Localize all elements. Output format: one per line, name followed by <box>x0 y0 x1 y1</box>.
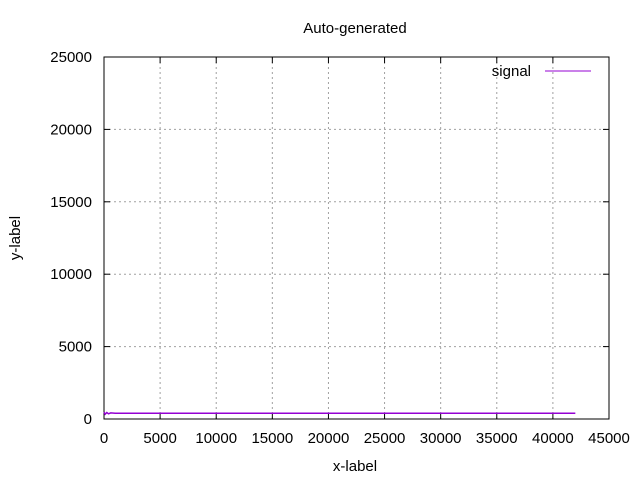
y-tick-label: 20000 <box>50 121 92 138</box>
axis-ticks <box>103 56 610 420</box>
chart-title: Auto-generated <box>303 20 406 37</box>
x-tick-label: 20000 <box>308 430 350 447</box>
x-tick-label: 10000 <box>195 430 237 447</box>
x-tick-label: 45000 <box>588 430 630 447</box>
grid-lines <box>104 57 609 419</box>
x-tick-label: 5000 <box>143 430 176 447</box>
series-layer <box>103 411 576 416</box>
x-tick-label: 0 <box>100 430 108 447</box>
x-tick-label: 35000 <box>476 430 518 447</box>
legend-label-signal: signal <box>492 63 531 80</box>
y-tick-label: 10000 <box>50 266 92 283</box>
y-axis-label: y-label <box>7 216 24 260</box>
x-tick-label: 25000 <box>364 430 406 447</box>
y-tick-label: 0 <box>84 411 92 428</box>
plot-frame <box>103 56 610 420</box>
x-tick-label: 30000 <box>420 430 462 447</box>
legend: signal <box>492 63 591 80</box>
x-tick-label: 15000 <box>251 430 293 447</box>
y-tick-label: 5000 <box>59 339 92 356</box>
y-tick-label: 25000 <box>50 49 92 66</box>
y-tick-label: 15000 <box>50 194 92 211</box>
x-tick-label: 40000 <box>532 430 574 447</box>
series-line-signal <box>103 411 576 416</box>
y-tick-labels: 0 5000 10000 15000 20000 25000 <box>50 49 92 428</box>
x-tick-labels: 0 5000 10000 15000 20000 25000 30000 35000 40000… <box>100 430 630 447</box>
x-axis-label: x-label <box>333 458 377 475</box>
